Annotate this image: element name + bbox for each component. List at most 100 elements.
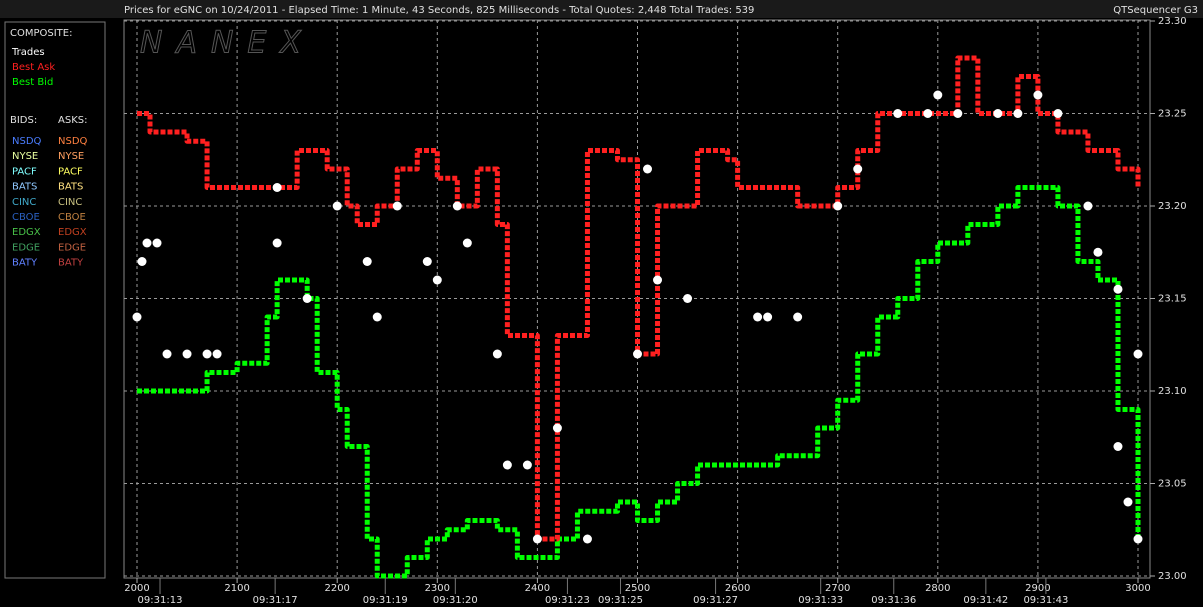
trade-dot	[643, 164, 653, 174]
legend-entry: Best Ask	[12, 62, 55, 73]
title: Prices for eGNC on 10/24/2011 - Elapsed …	[124, 5, 754, 16]
x-tick-label: 2100	[224, 583, 249, 594]
legend-panel	[4, 21, 106, 579]
legend-entry: NYSE	[12, 151, 38, 162]
legend-entry: BATS	[58, 182, 83, 193]
legend-entry: Trades	[11, 47, 45, 58]
x-tick-label: 2800	[925, 583, 950, 594]
trade-dot	[272, 238, 282, 248]
trade-dot	[1013, 109, 1023, 118]
trade-dot	[1133, 349, 1143, 359]
legend-entry: EDGX	[58, 227, 87, 238]
legend-entry: NSDQ	[12, 136, 42, 147]
trade-dot	[893, 109, 903, 118]
watermark: NANEX	[140, 26, 315, 61]
legend-entry: BATY	[12, 258, 38, 269]
trade-dot	[933, 90, 943, 100]
trade-dot	[833, 201, 843, 211]
trade-dot	[362, 257, 372, 266]
trade-dot	[302, 294, 312, 303]
trade-dot	[653, 275, 663, 285]
x-tick-label: 2700	[825, 583, 850, 594]
legend-entry: NYSE	[58, 151, 84, 162]
trade-dot	[182, 349, 192, 359]
legend-entry: BATS	[12, 182, 37, 193]
time-tick-label: 09:31:23	[545, 595, 590, 606]
trade-dot	[582, 534, 592, 544]
x-tick-label: 2400	[525, 583, 550, 594]
trade-dot	[422, 257, 432, 266]
trade-dot	[1093, 247, 1103, 257]
time-tick-label: 09:31:36	[871, 595, 916, 606]
x-tick-label: 3000	[1125, 583, 1150, 594]
x-tick-label: 2300	[425, 583, 450, 594]
trade-dot	[452, 201, 462, 211]
trade-dot	[853, 164, 863, 174]
title-bar	[0, 0, 1203, 18]
trade-dot	[753, 312, 763, 322]
trade-dot	[1133, 534, 1143, 544]
time-tick-label: 09:31:20	[433, 595, 478, 606]
legend-heading: ASKS:	[58, 115, 87, 126]
trade-dot	[212, 349, 222, 359]
y-tick-label: 23.20	[1158, 201, 1187, 212]
trade-dot	[923, 109, 933, 118]
time-tick-label: 09:31:33	[798, 595, 843, 606]
time-tick-label: 09:31:43	[1023, 595, 1068, 606]
trade-dot	[162, 349, 172, 359]
trade-dot	[1053, 109, 1063, 118]
trade-dot	[1113, 442, 1123, 451]
trade-dot	[633, 349, 642, 359]
app-name: QTSequencer G3	[1113, 5, 1198, 16]
trade-dot	[793, 312, 803, 322]
legend-entry: CINC	[58, 197, 82, 208]
y-tick-label: 23.10	[1158, 386, 1187, 397]
trade-dot	[202, 349, 212, 359]
trade-dot	[993, 109, 1003, 118]
legend-entry: CBOE	[58, 212, 86, 223]
x-tick-label: 2900	[1025, 583, 1050, 594]
trade-dot	[272, 183, 282, 192]
trade-dot	[137, 257, 147, 266]
trade-dot	[763, 312, 773, 322]
y-tick-label: 23.00	[1158, 571, 1187, 582]
trade-dot	[332, 201, 342, 211]
legend-heading: BIDS:	[10, 115, 37, 126]
trade-dot	[1083, 201, 1093, 211]
time-tick-label: 09:31:13	[138, 595, 183, 606]
trade-dot	[152, 238, 162, 248]
time-tick-label: 09:31:42	[963, 595, 1008, 606]
trade-dot	[492, 349, 502, 359]
y-tick-label: 23.15	[1158, 294, 1187, 305]
trade-dot	[462, 238, 472, 248]
step-line	[137, 55, 1141, 542]
trade-dot	[502, 460, 512, 470]
legend-heading: COMPOSITE:	[10, 28, 72, 39]
legend-entry: CINC	[12, 197, 36, 208]
trade-dot	[552, 423, 562, 433]
trade-dot	[392, 201, 402, 211]
trade-dot	[522, 460, 532, 470]
legend-entry: EDGE	[58, 242, 86, 253]
y-tick-label: 23.05	[1158, 479, 1187, 490]
trade-dot	[683, 294, 693, 303]
trade-dot	[132, 312, 142, 322]
legend-entry: Best Bid	[12, 77, 53, 88]
x-tick-label: 2600	[725, 583, 750, 594]
y-tick-label: 23.30	[1158, 16, 1187, 27]
trade-dot	[372, 312, 382, 322]
time-tick-label: 09:31:17	[253, 595, 298, 606]
legend-entry: EDGE	[12, 242, 40, 253]
time-tick-label: 09:31:25	[598, 595, 643, 606]
step-line	[137, 185, 1141, 579]
legend-entry: NSDQ	[58, 136, 88, 147]
legend-entry: PACF	[12, 166, 37, 177]
x-tick-label: 2200	[324, 583, 349, 594]
time-tick-label: 09:31:19	[363, 595, 408, 606]
trade-dot	[142, 238, 152, 248]
legend-entry: PACF	[58, 166, 83, 177]
trade-dot	[532, 534, 542, 544]
legend-entry: BATY	[58, 258, 84, 269]
